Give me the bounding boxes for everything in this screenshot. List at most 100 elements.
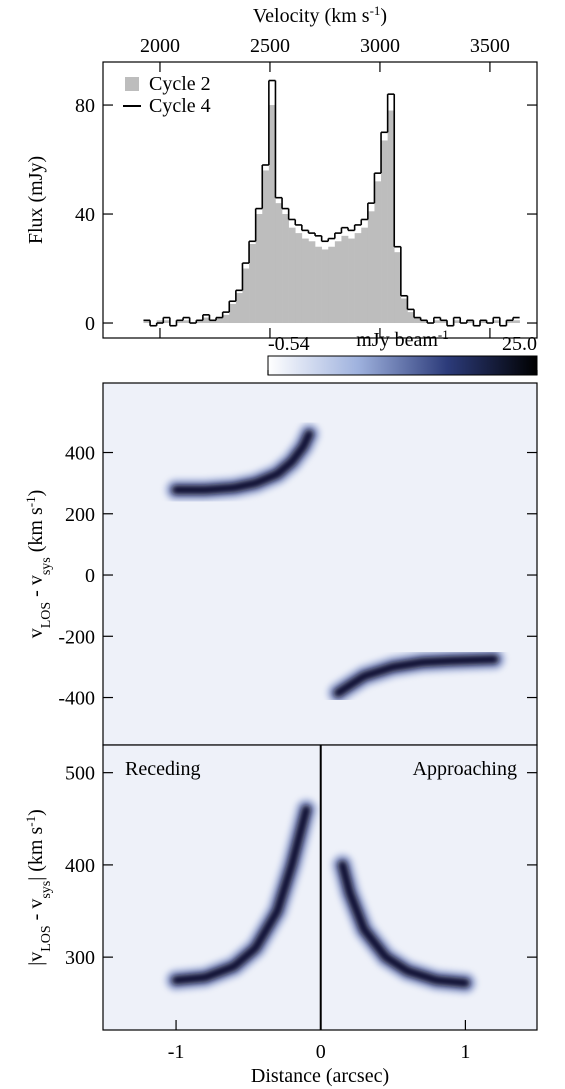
histogram-bar [354, 233, 362, 324]
plot-frame [102, 61, 538, 339]
pv-emission [165, 423, 506, 704]
y-tick-label: 0 [85, 565, 95, 587]
pv-emission [165, 798, 477, 994]
y-axis-title-part: v [25, 628, 47, 638]
y-axis-title-part: ) [25, 809, 47, 816]
x-axis-title-part: Velocity (km s [253, 5, 370, 27]
x-axis-title: Velocity (km s-1) [253, 3, 387, 28]
histogram-bar [466, 320, 474, 324]
emission-ridge [333, 654, 500, 698]
legend-label: Cycle 4 [149, 95, 211, 117]
histogram-bar [288, 227, 296, 324]
y-axis-title-part: ) [25, 490, 47, 497]
x-axis-title-part: ) [380, 5, 387, 27]
histogram-bar [367, 211, 375, 324]
annotation: Approaching [413, 758, 517, 780]
histogram-bar [407, 312, 415, 324]
annotation: Receding [125, 758, 201, 780]
histogram-bar [275, 203, 283, 324]
legend-label: Cycle 2 [149, 73, 211, 95]
colorbar-tick-label: 25.0 [502, 333, 537, 355]
histogram-bar [361, 227, 369, 324]
y-axis-title-part: - v [25, 575, 47, 602]
histogram-bar [295, 233, 303, 324]
y-axis-title-part: -1 [23, 496, 38, 507]
emission-ridge [171, 429, 315, 495]
x-tick-label: -1 [168, 1041, 185, 1063]
histogram-bar [282, 214, 289, 324]
x-tick-label: 3000 [360, 35, 400, 57]
y-axis-title: vLOS - vsys (km s-1) [23, 490, 54, 639]
y-axis-title-part: | (km s [25, 827, 47, 881]
histogram-bar [433, 320, 441, 324]
x-axis-title: Distance (arcsec) [251, 1065, 389, 1087]
histogram-bar [414, 317, 421, 324]
y-axis-title-part: - v [25, 899, 47, 926]
histogram-bar [341, 235, 349, 324]
y-tick-label: 0 [85, 313, 95, 335]
histogram-bar [176, 320, 184, 324]
y-axis-title-part: sys [39, 557, 54, 575]
histogram-bar [513, 320, 520, 324]
histogram-bar [249, 244, 256, 324]
histogram-bar [315, 246, 322, 324]
emission-ridge [337, 859, 471, 988]
colorbar-title-part: -1 [438, 327, 449, 342]
y-tick-label: 400 [65, 443, 95, 465]
histogram-bar [229, 303, 237, 324]
y-axis-title-part: LOS [39, 602, 54, 628]
histogram-bar [328, 246, 336, 324]
histogram-bar [348, 238, 355, 324]
histogram-bar [262, 170, 270, 324]
y-tick-label: -400 [58, 688, 95, 710]
colorbar-title-part: mJy beam [356, 329, 438, 351]
pv-background [103, 383, 537, 745]
histogram-bar [268, 105, 276, 324]
histogram-bar [163, 320, 171, 324]
y-tick-label: 300 [65, 947, 95, 969]
histogram-bar [440, 320, 448, 324]
emission-ridge [171, 804, 312, 986]
x-tick-label: 3500 [470, 35, 510, 57]
histogram-bar [334, 241, 342, 324]
histogram-bar [222, 314, 230, 324]
y-tick-label: 400 [65, 855, 95, 877]
plot-frame [102, 744, 538, 1031]
histogram-bar [183, 320, 190, 324]
y-axis-title-part: -1 [23, 816, 38, 827]
colorbar-title: mJy beam-1 [356, 327, 449, 352]
x-tick-label: 1 [460, 1041, 470, 1063]
histogram-bar [493, 320, 501, 324]
histogram-bar [216, 317, 223, 324]
histogram-bar [242, 268, 250, 324]
y-tick-label: -200 [58, 626, 95, 648]
y-tick-label: 80 [75, 95, 95, 117]
y-axis-title-part: sys [39, 881, 54, 899]
histogram-bar [209, 320, 217, 324]
y-axis-title-part: |v [25, 952, 47, 966]
colorbar-tick-label: -0.54 [268, 333, 310, 355]
y-tick-label: 40 [75, 204, 95, 226]
x-tick-label: 2000 [140, 35, 180, 57]
histogram-bar [381, 140, 388, 324]
histogram-bar [196, 320, 204, 324]
histogram-bar [506, 320, 514, 324]
histogram-bar [420, 320, 428, 324]
legend-swatch [125, 77, 139, 91]
histogram-bar [374, 181, 382, 324]
histogram-bar [235, 293, 243, 324]
y-axis-title: |vLOS - vsys| (km s-1) [23, 809, 54, 966]
histogram-bar [156, 320, 164, 324]
histogram-bar [321, 249, 329, 324]
y-axis-title-part: (km s [25, 507, 47, 557]
histogram-bar [308, 241, 316, 324]
histogram-bar [255, 214, 263, 324]
x-tick-label: 0 [316, 1041, 326, 1063]
histogram-bar [202, 317, 210, 324]
x-axis-title-part: -1 [370, 3, 381, 18]
x-tick-label: 2500 [250, 35, 290, 57]
histogram-bar [143, 320, 151, 324]
histogram-bar [301, 238, 309, 324]
y-tick-label: 200 [65, 504, 95, 526]
